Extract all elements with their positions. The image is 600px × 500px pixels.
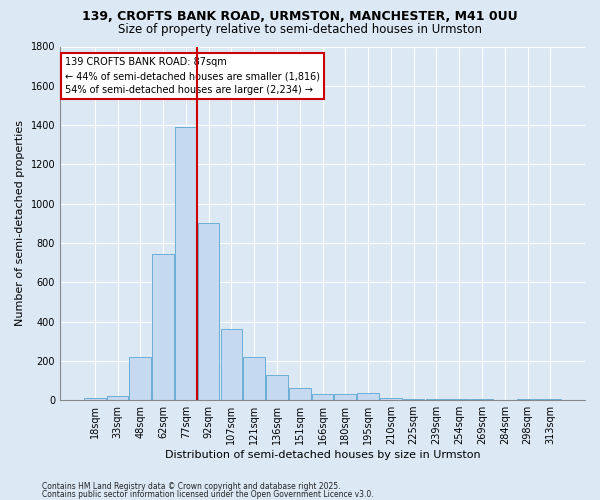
Bar bbox=[175, 127, 197, 400]
Y-axis label: Number of semi-detached properties: Number of semi-detached properties bbox=[15, 120, 25, 326]
Text: 139 CROFTS BANK ROAD: 87sqm
← 44% of semi-detached houses are smaller (1,816)
54: 139 CROFTS BANK ROAD: 87sqm ← 44% of sem… bbox=[65, 57, 320, 95]
Text: Contains public sector information licensed under the Open Government Licence v3: Contains public sector information licen… bbox=[42, 490, 374, 499]
Bar bbox=[357, 393, 379, 400]
Bar bbox=[448, 399, 470, 400]
Bar bbox=[130, 357, 151, 400]
Bar bbox=[221, 330, 242, 400]
Bar bbox=[107, 396, 128, 400]
Bar bbox=[244, 357, 265, 400]
Bar bbox=[266, 374, 288, 400]
Text: 139, CROFTS BANK ROAD, URMSTON, MANCHESTER, M41 0UU: 139, CROFTS BANK ROAD, URMSTON, MANCHEST… bbox=[82, 10, 518, 23]
Bar bbox=[517, 399, 538, 400]
Bar bbox=[152, 254, 174, 400]
Bar bbox=[334, 394, 356, 400]
Bar bbox=[403, 399, 424, 400]
Text: Size of property relative to semi-detached houses in Urmston: Size of property relative to semi-detach… bbox=[118, 22, 482, 36]
Bar bbox=[380, 398, 401, 400]
Bar bbox=[312, 394, 334, 400]
Bar bbox=[289, 388, 311, 400]
Bar bbox=[198, 224, 220, 400]
Text: Contains HM Land Registry data © Crown copyright and database right 2025.: Contains HM Land Registry data © Crown c… bbox=[42, 482, 341, 491]
Bar bbox=[84, 398, 106, 400]
Bar bbox=[539, 399, 561, 400]
Bar bbox=[425, 399, 447, 400]
X-axis label: Distribution of semi-detached houses by size in Urmston: Distribution of semi-detached houses by … bbox=[165, 450, 481, 460]
